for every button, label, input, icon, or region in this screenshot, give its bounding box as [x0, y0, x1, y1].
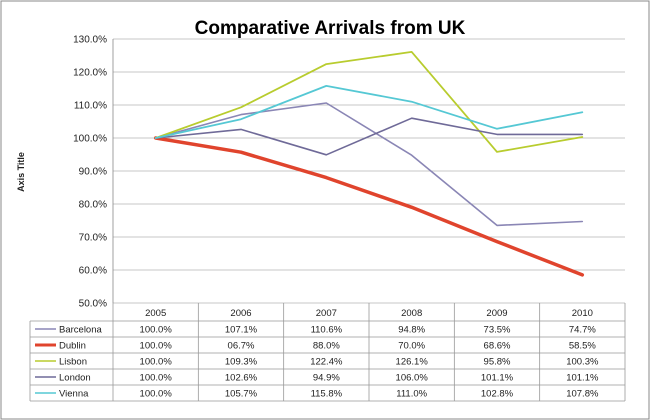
series-line-lisbon	[154, 51, 584, 153]
y-tick-label: 100.0%	[73, 134, 107, 145]
x-category-label: 2010	[572, 308, 593, 319]
data-label: 95.8%	[484, 357, 511, 368]
series-line-vienna	[154, 85, 584, 139]
y-tick-label: 110.0%	[74, 101, 107, 112]
series-line-barcelona	[154, 102, 584, 227]
x-category-label: 2006	[230, 308, 251, 319]
data-label: 100.0%	[140, 389, 173, 400]
x-category-label: 2007	[316, 308, 337, 319]
data-label: 100.3%	[566, 357, 599, 368]
data-label: 100.0%	[140, 357, 173, 368]
data-label: 94.8%	[398, 325, 425, 336]
data-label: 100.0%	[140, 341, 173, 352]
data-label: 70.0%	[398, 341, 425, 352]
data-label: 126.1%	[396, 357, 429, 368]
y-tick-label: 50.0%	[79, 299, 107, 310]
y-tick-label: 120.0%	[73, 68, 107, 79]
data-label: 100.0%	[140, 325, 173, 336]
legend-label-dublin: Dublin	[59, 341, 86, 352]
legend-label-barcelona: Barcelona	[59, 325, 102, 336]
legend-label-vienna: Vienna	[59, 389, 89, 400]
y-tick-label: 90.0%	[79, 167, 107, 178]
data-label: 101.1%	[481, 373, 514, 384]
y-tick-label: 70.0%	[79, 233, 107, 244]
data-label: 110.6%	[311, 325, 343, 336]
data-label: 107.8%	[566, 389, 599, 400]
data-label: 58.5%	[569, 341, 596, 352]
series-lines	[153, 51, 585, 277]
y-tick-label: 80.0%	[79, 200, 107, 211]
data-label: 100.0%	[140, 373, 173, 384]
data-table: 2005 2006 2007 2008 2009 2010 Barcelona 100.0% 1…	[29, 303, 626, 402]
data-label: 109.3%	[225, 357, 258, 368]
data-label: 107.1%	[225, 325, 258, 336]
data-label: 94.9%	[313, 373, 340, 384]
x-category-label: 2008	[401, 308, 422, 319]
x-category-label: 2009	[486, 308, 507, 319]
data-label: 115.8%	[311, 389, 343, 400]
data-label: 06.7%	[228, 341, 255, 352]
series-line-london	[154, 117, 584, 156]
x-category-label: 2005	[145, 308, 166, 319]
data-label: 105.7%	[225, 389, 258, 400]
data-label: 101.1%	[566, 373, 599, 384]
data-label: 68.6%	[484, 341, 511, 352]
data-label: 102.6%	[225, 373, 258, 384]
series-line-dublin	[153, 136, 585, 277]
y-tick-label: 60.0%	[79, 266, 107, 277]
legend-label-london: London	[59, 373, 91, 384]
data-label: 111.0%	[396, 389, 427, 400]
data-label: 106.0%	[396, 373, 429, 384]
data-label: 73.5%	[484, 325, 511, 336]
y-tick-labels: 50.0% 60.0% 70.0% 80.0% 90.0% 100.0% 110.0% 120…	[73, 35, 107, 310]
y-axis-title: Axis Title	[16, 152, 26, 192]
chart-title: Comparative Arrivals from UK	[195, 18, 466, 39]
legend-label-lisbon: Lisbon	[59, 357, 87, 368]
data-label: 102.8%	[481, 389, 514, 400]
data-label: 122.4%	[310, 357, 343, 368]
data-label: 88.0%	[313, 341, 340, 352]
y-tick-label: 130.0%	[73, 35, 107, 46]
data-label: 74.7%	[569, 325, 596, 336]
